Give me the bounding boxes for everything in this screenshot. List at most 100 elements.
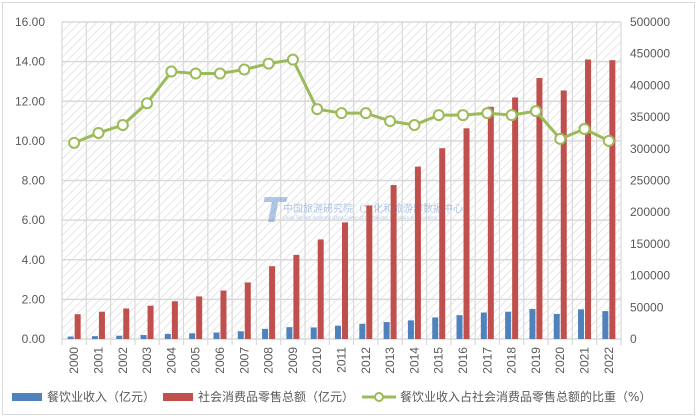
ratio-point xyxy=(457,109,470,122)
legend-swatch-red xyxy=(163,392,194,401)
bar-retail-sales xyxy=(560,90,567,340)
ratio-point xyxy=(68,136,81,149)
ratio-point xyxy=(529,105,542,118)
bar-retail-sales xyxy=(585,59,592,339)
x-tick-label: 2001 xyxy=(91,347,105,374)
legend-item-ratio[interactable]: 餐饮业收入占社会消费品零售总额的比重（%） xyxy=(362,388,651,405)
bar-retail-sales xyxy=(512,97,519,339)
legend-line-marker-icon xyxy=(362,391,397,402)
bar-restaurant-income xyxy=(286,327,293,339)
ratio-point xyxy=(262,57,275,70)
bar-restaurant-income xyxy=(164,333,171,339)
right-tick-label: 100000 xyxy=(630,269,670,283)
bar-restaurant-income xyxy=(262,328,269,339)
bar-restaurant-income xyxy=(335,325,341,339)
ratio-point xyxy=(359,107,372,120)
x-tick-label: 2000 xyxy=(67,347,81,374)
ratio-point xyxy=(335,107,348,120)
legend-item-retail-sales[interactable]: 社会消费品零售总额（亿元） xyxy=(163,388,354,405)
x-tick-label: 2002 xyxy=(116,347,130,374)
bar-restaurant-income xyxy=(480,312,487,339)
bar-restaurant-income xyxy=(237,331,244,339)
bar-retail-sales xyxy=(414,166,421,339)
ratio-point xyxy=(165,65,178,78)
legend: 餐饮业收入（亿元） 社会消费品零售总额（亿元） 餐饮业收入占社会消费品零售总额的… xyxy=(12,388,659,405)
ratio-point xyxy=(238,63,251,76)
bar-restaurant-income xyxy=(189,333,196,339)
x-tick-label: 2006 xyxy=(213,347,227,374)
watermark-en: China Tourism Academy (Data Center of th… xyxy=(283,215,437,220)
left-tick-label: 6.00 xyxy=(22,213,46,227)
bar-retail-sales xyxy=(123,308,130,339)
bar-retail-sales xyxy=(317,239,324,339)
bar-restaurant-income xyxy=(432,317,439,339)
bar-restaurant-income xyxy=(116,335,123,339)
left-tick-label: 2.00 xyxy=(22,292,46,306)
x-tick-label: 2018 xyxy=(505,347,519,374)
bar-restaurant-income xyxy=(407,320,414,339)
bar-restaurant-income xyxy=(67,336,74,339)
right-tick-label: 400000 xyxy=(630,78,670,92)
x-tick-label: 2004 xyxy=(164,347,178,374)
watermark-t-glyph: T xyxy=(262,191,288,231)
x-tick-label: 2022 xyxy=(602,347,616,374)
x-tick-label: 2014 xyxy=(407,347,421,374)
bar-retail-sales xyxy=(463,128,470,339)
ratio-point xyxy=(311,103,324,116)
bar-retail-sales xyxy=(244,282,251,339)
bar-restaurant-income xyxy=(383,322,390,339)
left-tick-label: 12.00 xyxy=(15,94,45,108)
bar-retail-sales xyxy=(269,266,276,339)
ratio-point xyxy=(213,67,226,80)
x-tick-label: 2016 xyxy=(456,347,470,374)
legend-item-restaurant-income[interactable]: 餐饮业收入（亿元） xyxy=(12,388,155,405)
x-tick-label: 2019 xyxy=(529,347,543,374)
x-tick-label: 2007 xyxy=(237,347,251,374)
bar-restaurant-income xyxy=(456,315,463,339)
ratio-point xyxy=(189,67,202,80)
bar-retail-sales xyxy=(74,314,81,339)
left-tick-label: 0.00 xyxy=(22,332,46,346)
bar-retail-sales xyxy=(220,290,227,339)
bar-retail-sales xyxy=(98,311,105,339)
ratio-point xyxy=(481,107,494,120)
right-tick-label: 300000 xyxy=(630,142,670,156)
x-tick-label: 2017 xyxy=(480,347,494,374)
x-tick-label: 2003 xyxy=(140,347,154,374)
watermark-cn: 中国旅游研究院（文化和旅游部数据中心） xyxy=(283,202,473,215)
left-tick-label: 14.00 xyxy=(15,55,45,69)
bar-restaurant-income xyxy=(140,335,147,339)
legend-swatch-blue xyxy=(12,392,42,401)
bar-retail-sales xyxy=(171,301,178,339)
bar-restaurant-income xyxy=(213,332,220,339)
x-tick-label: 2020 xyxy=(553,347,567,374)
right-tick-label: 50000 xyxy=(630,300,664,314)
ratio-point xyxy=(384,115,397,128)
x-tick-label: 2015 xyxy=(432,347,446,374)
bar-retail-sales xyxy=(536,78,543,340)
left-tick-label: 10.00 xyxy=(15,134,45,148)
ratio-point xyxy=(432,109,445,122)
x-tick-label: 2010 xyxy=(310,347,324,374)
ratio-point xyxy=(116,119,129,132)
bar-restaurant-income xyxy=(553,313,560,339)
left-tick-label: 4.00 xyxy=(22,253,46,267)
x-tick-label: 2005 xyxy=(189,347,203,374)
ratio-point xyxy=(286,53,299,66)
x-tick-label: 2012 xyxy=(359,347,373,374)
bar-retail-sales xyxy=(196,296,203,339)
bar-restaurant-income xyxy=(91,336,98,339)
ratio-point xyxy=(602,134,615,147)
left-tick-label: 16.00 xyxy=(15,15,45,29)
bar-restaurant-income xyxy=(529,308,536,339)
bar-retail-sales xyxy=(609,60,616,339)
right-tick-label: 450000 xyxy=(630,47,670,61)
legend-label: 社会消费品零售总额（亿元） xyxy=(198,390,355,404)
bar-retail-sales xyxy=(293,254,300,339)
right-tick-label: 150000 xyxy=(630,237,670,251)
ratio-point xyxy=(408,119,421,132)
right-tick-label: 0 xyxy=(630,332,637,346)
right-tick-label: 200000 xyxy=(630,205,670,219)
